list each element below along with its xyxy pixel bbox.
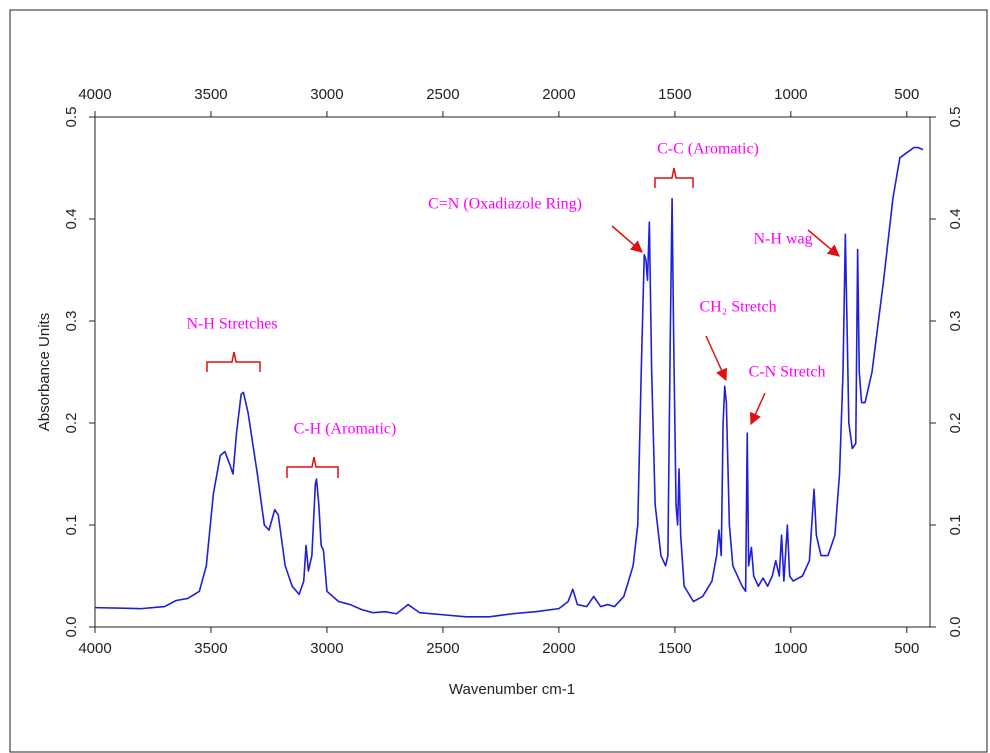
x-tick-label: 1000: [774, 640, 807, 657]
x-tick-label: 2500: [426, 640, 459, 657]
x-tick-label-top: 4000: [78, 86, 111, 103]
y-tick-label: 0.4: [63, 209, 80, 230]
annotation: C-N Stretch: [749, 364, 826, 381]
arrow: [611, 225, 643, 253]
x-tick-label: 4000: [78, 640, 111, 657]
x-axis-label: Wavenumber cm-1: [449, 681, 575, 698]
y-tick-label-right: 0.2: [947, 413, 964, 434]
annotation: C-H (Aromatic): [294, 421, 397, 438]
y-tick-label-right: 0.4: [947, 209, 964, 230]
y-tick-label: 0.2: [63, 413, 80, 434]
frame: [9, 9, 988, 753]
x-tick-label: 500: [894, 640, 919, 657]
y-tick-label: 0.0: [63, 617, 80, 638]
x-tick-label-top: 500: [894, 86, 919, 103]
annotation: CH₂ Stretch: [699, 299, 776, 316]
x-tick-label-top: 3000: [310, 86, 343, 103]
y-tick-label-right: 0.1: [947, 515, 964, 536]
y-tick-label: 0.3: [63, 311, 80, 332]
y-axis-label: Absorbance Units: [36, 313, 53, 431]
y-tick-label: 0.5: [63, 107, 80, 128]
y-tick-label: 0.1: [63, 515, 80, 536]
y-tick-label-right: 0.0: [947, 617, 964, 638]
x-tick-label-top: 2000: [542, 86, 575, 103]
bracket: [286, 456, 339, 478]
bracket: [654, 167, 694, 188]
x-tick-label: 3500: [194, 640, 227, 657]
bracket: [206, 351, 261, 372]
annotation: C=N (Oxadiazole Ring): [428, 196, 582, 213]
annotation: C-C (Aromatic): [657, 141, 759, 158]
x-tick-label: 3000: [310, 640, 343, 657]
x-tick-label-top: 2500: [426, 86, 459, 103]
annotation: N-H wag: [753, 231, 812, 248]
y-tick-label-right: 0.5: [947, 107, 964, 128]
x-tick-label-top: 1000: [774, 86, 807, 103]
x-tick-label: 1500: [658, 640, 691, 657]
x-tick-label: 2000: [542, 640, 575, 657]
plot-box: [94, 116, 931, 628]
arrow: [705, 335, 727, 382]
arrow: [807, 229, 840, 257]
x-tick-label-top: 1500: [658, 86, 691, 103]
arrow: [749, 392, 766, 426]
x-tick-label-top: 3500: [194, 86, 227, 103]
y-tick-label-right: 0.3: [947, 311, 964, 332]
annotation: N-H Stretches: [186, 316, 277, 333]
spectrum-line: [94, 146, 924, 618]
